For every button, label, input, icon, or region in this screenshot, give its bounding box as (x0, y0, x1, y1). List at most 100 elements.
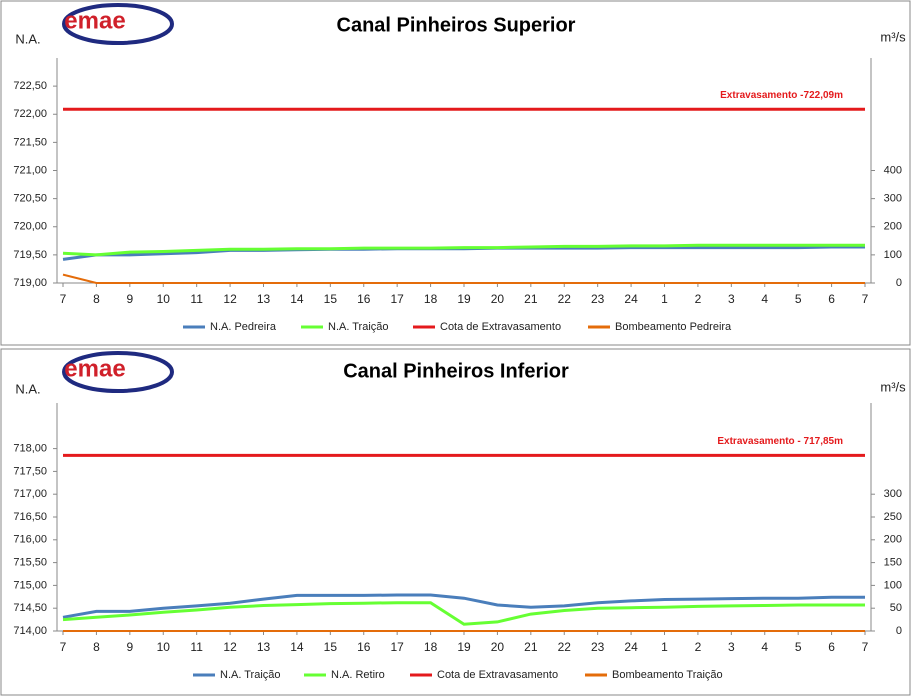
legend-label: N.A. Retiro (331, 669, 385, 681)
x-tick-label: 22 (558, 640, 572, 654)
x-tick-label: 1 (661, 292, 668, 306)
x-tick-label: 5 (795, 640, 802, 654)
y2-tick-label: 200 (884, 221, 902, 233)
legend-label: Cota de Extravasamento (440, 321, 561, 333)
x-tick-label: 1 (661, 640, 668, 654)
y2-tick-label: 0 (896, 625, 902, 637)
annotation: Extravasamento - 717,85m (717, 436, 843, 447)
x-tick-label: 20 (491, 640, 505, 654)
x-tick-label: 20 (491, 292, 505, 306)
x-tick-label: 2 (695, 292, 702, 306)
y-tick-label: 717,00 (13, 488, 47, 500)
x-tick-label: 21 (524, 292, 538, 306)
y2-tick-label: 200 (884, 534, 902, 546)
chart-panel: emae Canal Pinheiros Inferior N.A. m³/s 714,… (0, 348, 911, 696)
x-tick-label: 2 (695, 640, 702, 654)
x-tick-label: 9 (126, 292, 133, 306)
chart-title: Canal Pinheiros Inferior (343, 360, 569, 382)
y-tick-label: 719,00 (13, 277, 47, 289)
series-line (62, 601, 865, 626)
x-tick-label: 24 (624, 640, 638, 654)
x-tick-label: 13 (257, 292, 271, 306)
y-tick-label: 714,00 (13, 625, 47, 637)
y2-tick-label: 100 (884, 579, 902, 591)
y-tick-label: 718,00 (13, 443, 47, 455)
y-tick-label: 719,50 (13, 249, 47, 261)
x-tick-label: 10 (157, 292, 171, 306)
y-tick-label: 717,50 (13, 465, 47, 477)
series-line (62, 243, 865, 257)
y2-tick-label: 0 (896, 277, 902, 289)
x-tick-label: 6 (828, 640, 835, 654)
x-tick-label: 9 (126, 640, 133, 654)
logo-swoosh (62, 351, 174, 393)
legend-label: Cota de Extravasamento (437, 669, 558, 681)
y2-tick-label: 300 (884, 193, 902, 205)
x-tick-label: 16 (357, 640, 371, 654)
series-line (62, 593, 865, 619)
y-axis-label: N.A. (15, 381, 40, 396)
logo-text: emae (64, 355, 125, 382)
logo-text: emae (64, 7, 125, 34)
x-tick-label: 17 (390, 640, 404, 654)
x-tick-label: 19 (457, 292, 471, 306)
panel-border (0, 348, 911, 696)
x-tick-label: 3 (728, 292, 735, 306)
x-tick-label: 6 (828, 292, 835, 306)
x-tick-label: 12 (223, 292, 237, 306)
y-tick-label: 714,50 (13, 602, 47, 614)
legend-label: Bombeamento Pedreira (615, 321, 732, 333)
y-tick-label: 722,50 (13, 80, 47, 92)
x-tick-label: 18 (424, 292, 438, 306)
x-tick-label: 7 (60, 292, 67, 306)
legend-label: N.A. Traição (328, 321, 389, 333)
y2-tick-label: 400 (884, 164, 902, 176)
x-tick-label: 23 (591, 640, 605, 654)
y-tick-label: 721,00 (13, 164, 47, 176)
y2-tick-label: 250 (884, 511, 902, 523)
x-tick-label: 16 (357, 292, 371, 306)
x-tick-label: 15 (324, 292, 338, 306)
x-tick-label: 23 (591, 292, 605, 306)
x-tick-label: 7 (862, 640, 869, 654)
x-tick-label: 17 (390, 292, 404, 306)
x-tick-label: 4 (761, 292, 768, 306)
series-line (62, 273, 865, 284)
x-tick-label: 12 (223, 640, 237, 654)
y-tick-label: 720,50 (13, 193, 47, 205)
y2-tick-label: 50 (890, 602, 902, 614)
x-tick-label: 19 (457, 640, 471, 654)
x-tick-label: 7 (60, 640, 67, 654)
x-tick-label: 5 (795, 292, 802, 306)
x-tick-label: 22 (558, 292, 572, 306)
x-tick-label: 14 (290, 292, 304, 306)
x-tick-label: 18 (424, 640, 438, 654)
y2-tick-label: 300 (884, 488, 902, 500)
x-tick-label: 13 (257, 640, 271, 654)
y2-tick-label: 100 (884, 249, 902, 261)
y-tick-label: 721,50 (13, 136, 47, 148)
x-tick-label: 14 (290, 640, 304, 654)
annotation: Extravasamento -722,09m (720, 90, 843, 101)
y2-axis-label: m³/s (880, 379, 906, 394)
x-tick-label: 4 (761, 640, 768, 654)
y-tick-label: 716,50 (13, 511, 47, 523)
y-axis-label: N.A. (15, 31, 40, 46)
x-tick-label: 8 (93, 640, 100, 654)
y2-axis-label: m³/s (880, 29, 906, 44)
logo-swoosh (62, 3, 174, 45)
y-tick-label: 722,00 (13, 108, 47, 120)
x-tick-label: 7 (862, 292, 869, 306)
x-tick-label: 21 (524, 640, 538, 654)
x-tick-label: 3 (728, 640, 735, 654)
y-tick-label: 715,50 (13, 557, 47, 569)
x-tick-label: 24 (624, 292, 638, 306)
x-tick-label: 15 (324, 640, 338, 654)
x-tick-label: 11 (190, 292, 203, 306)
chart-title: Canal Pinheiros Superior (337, 14, 576, 36)
legend-label: N.A. Traição (220, 669, 281, 681)
x-tick-label: 8 (93, 292, 100, 306)
legend-label: Bombeamento Traição (612, 669, 723, 681)
